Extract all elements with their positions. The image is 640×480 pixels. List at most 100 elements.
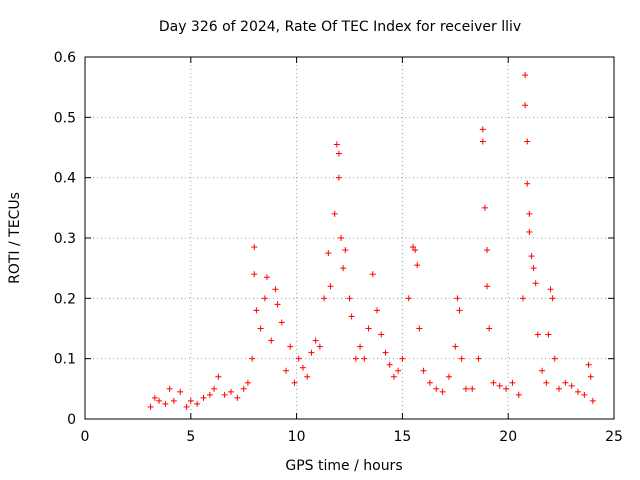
- data-point-marker: [249, 355, 256, 362]
- plot-frame: [84, 56, 615, 420]
- data-point-marker: [340, 265, 347, 272]
- data-point-marker: [382, 349, 389, 356]
- data-point-marker: [395, 367, 402, 374]
- data-point-marker: [509, 379, 516, 386]
- data-point-marker: [530, 265, 537, 272]
- tick-layer: 0 5 10 15 20 25 0 0.1 0.2 0.3 0.4 0.5 0.6: [54, 50, 623, 445]
- data-point-marker: [215, 373, 222, 380]
- data-point-marker: [187, 397, 194, 404]
- data-point-marker: [585, 361, 592, 368]
- data-point-marker: [156, 397, 163, 404]
- data-point-marker: [261, 295, 268, 302]
- data-point-marker: [357, 343, 364, 350]
- data-point-marker: [522, 72, 529, 79]
- data-point-marker: [469, 385, 476, 392]
- data-point-marker: [551, 355, 558, 362]
- data-point-marker: [420, 367, 427, 374]
- data-point-marker: [228, 388, 235, 395]
- data-point-marker: [496, 382, 503, 389]
- y-axis-label: ROTI / TECUs: [7, 192, 23, 284]
- data-point-marker: [342, 247, 349, 254]
- data-point-marker: [177, 388, 184, 395]
- data-point-marker: [539, 367, 546, 374]
- data-point-marker: [251, 271, 258, 278]
- data-point-marker: [295, 355, 302, 362]
- data-point-marker: [335, 174, 342, 181]
- data-point-marker: [484, 247, 491, 254]
- data-point-marker: [526, 210, 533, 217]
- data-point-marker: [524, 180, 531, 187]
- data-point-marker: [545, 331, 552, 338]
- data-point-marker: [439, 388, 446, 395]
- data-point-marker: [244, 379, 251, 386]
- data-point-marker: [278, 319, 285, 326]
- data-point-marker: [147, 403, 154, 410]
- y-tick-label: 0.4: [54, 171, 76, 187]
- data-point-marker: [287, 343, 294, 350]
- data-point-marker: [304, 373, 311, 380]
- data-point-marker: [416, 325, 423, 332]
- y-tick-label: 0: [67, 412, 76, 428]
- data-point-marker: [534, 331, 541, 338]
- data-point-marker: [409, 244, 416, 251]
- data-point-marker: [369, 271, 376, 278]
- x-tick-label: 20: [499, 429, 517, 445]
- data-point-marker: [263, 274, 270, 281]
- data-point-marker: [183, 403, 190, 410]
- data-point-marker: [253, 307, 260, 314]
- y-tick-label: 0.5: [54, 110, 76, 126]
- data-point-marker: [274, 301, 281, 308]
- x-tick-label: 15: [393, 429, 411, 445]
- data-point-marker: [462, 385, 469, 392]
- data-point-marker: [338, 235, 345, 241]
- data-point-marker: [325, 250, 332, 257]
- data-point-marker: [378, 331, 385, 338]
- data-point-marker: [321, 295, 328, 302]
- data-point-marker: [555, 385, 562, 392]
- data-point-marker: [581, 391, 588, 398]
- data-point-marker: [348, 313, 355, 320]
- data-point-marker: [587, 373, 594, 380]
- data-point-marker: [412, 247, 419, 254]
- y-tick-label: 0.1: [54, 352, 76, 368]
- data-point-marker: [526, 228, 533, 235]
- data-point-marker: [308, 349, 315, 356]
- x-tick-label: 10: [288, 429, 306, 445]
- data-point-marker: [568, 382, 575, 389]
- y-tick-label: 0.3: [54, 231, 76, 247]
- data-point-marker: [170, 397, 177, 404]
- data-point-marker: [166, 385, 173, 392]
- data-point-marker: [352, 355, 359, 362]
- data-point-marker: [268, 337, 275, 344]
- data-point-marker: [524, 138, 531, 145]
- data-point-marker: [426, 379, 433, 386]
- data-point-marker: [528, 253, 535, 260]
- data-point-marker: [475, 355, 482, 362]
- data-point-marker: [414, 262, 421, 269]
- x-axis-label: GPS time / hours: [285, 458, 402, 474]
- data-point-marker: [374, 307, 381, 314]
- data-point-marker: [433, 385, 440, 392]
- data-point-marker: [272, 286, 279, 293]
- data-point-marker: [405, 295, 412, 302]
- data-point-marker: [386, 361, 393, 368]
- data-point-marker: [221, 391, 228, 398]
- data-point-marker: [456, 307, 463, 314]
- data-point-marker: [151, 394, 158, 401]
- data-point-marker: [522, 102, 529, 109]
- data-point-marker: [346, 295, 353, 302]
- data-point-marker: [543, 379, 550, 386]
- data-point-marker: [206, 391, 213, 398]
- data-point-marker: [257, 325, 264, 332]
- data-point-marker: [399, 355, 406, 362]
- x-tick-label: 25: [605, 429, 623, 445]
- data-point-marker: [575, 388, 582, 395]
- data-point-marker: [486, 325, 493, 332]
- data-point-marker: [162, 400, 169, 407]
- data-point-marker: [458, 355, 465, 362]
- data-point-marker: [331, 210, 338, 217]
- data-point-marker: [520, 295, 527, 302]
- data-point-marker: [589, 397, 596, 404]
